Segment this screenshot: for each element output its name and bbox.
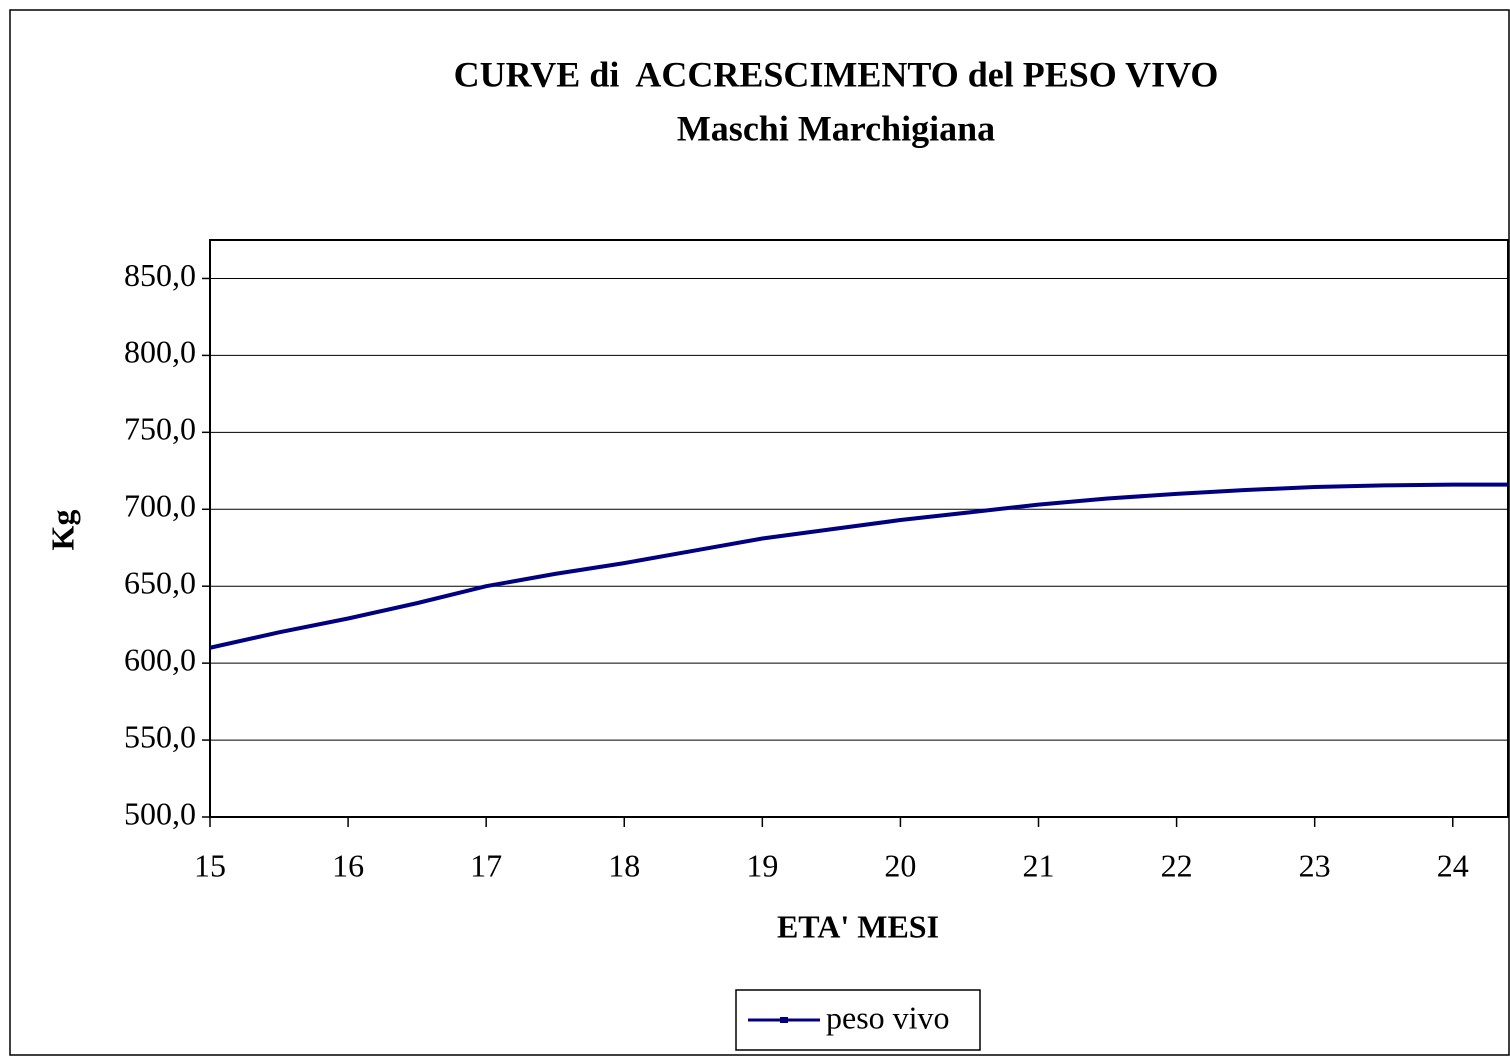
chart-subtitle: Maschi Marchigiana [677,108,995,148]
x-tick-label: 16 [332,847,364,883]
x-tick-label: 15 [194,847,226,883]
y-tick-label: 800,0 [124,334,196,370]
x-axis-label: ETA' MESI [777,908,939,944]
y-tick-label: 700,0 [124,488,196,524]
x-tick-label: 24 [1437,847,1469,883]
y-axis-label: Kg [44,510,80,551]
chart-title: CURVE di ACCRESCIMENTO del PESO VIVO [454,54,1219,94]
x-tick-label: 23 [1299,847,1331,883]
x-tick-label: 20 [884,847,916,883]
y-tick-label: 550,0 [124,718,196,754]
x-tick-label: 17 [470,847,502,883]
legend-marker [780,1017,788,1023]
legend-label: peso vivo [826,999,950,1035]
x-tick-label: 21 [1023,847,1055,883]
data-line [209,482,1508,650]
plot-background [210,240,1508,817]
x-tick-label: 22 [1161,847,1193,883]
plot-border [209,239,1509,818]
x-tick-label: 18 [608,847,640,883]
y-tick-label: 600,0 [124,641,196,677]
y-tick-label: 850,0 [124,257,196,293]
y-tick-label: 500,0 [124,795,196,831]
y-tick-label: 750,0 [124,411,196,447]
y-tick-label: 650,0 [124,565,196,601]
x-tick-label: 19 [746,847,778,883]
